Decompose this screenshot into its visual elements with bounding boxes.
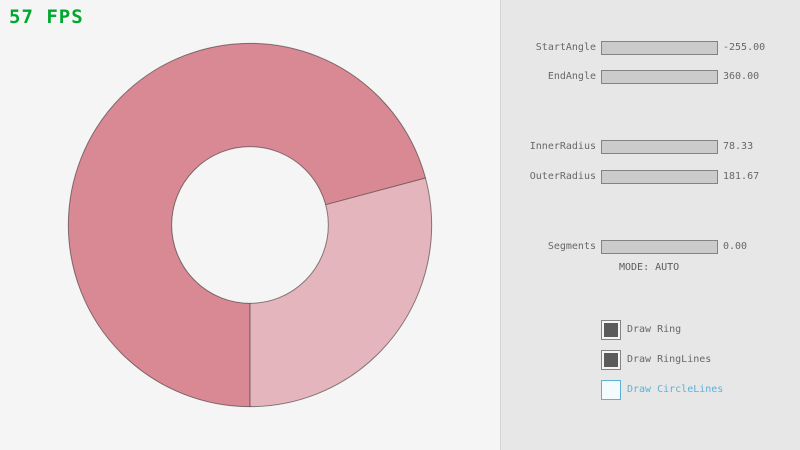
draw-ringlines-checkbox[interactable]	[601, 350, 621, 370]
start-angle-label: StartAngle	[535, 42, 596, 53]
draw-ringlines-label: Draw RingLines	[627, 354, 712, 365]
start-angle-slider-fill	[602, 42, 627, 54]
checkbox-row-draw-ringlines: Draw RingLines	[501, 350, 800, 370]
ring-sector	[68, 43, 426, 407]
inner-radius-label: InnerRadius	[529, 141, 596, 152]
segments-slider[interactable]	[601, 240, 718, 254]
end-angle-label: EndAngle	[547, 71, 596, 82]
slider-row-segments: Segments 0.00	[501, 240, 800, 254]
ring-outline	[171, 146, 329, 304]
ring-drawing	[67, 42, 433, 408]
start-angle-value: -255.00	[723, 42, 766, 53]
slider-row-inner-radius: InnerRadius 78.33	[501, 140, 800, 154]
fps-counter: 57 FPS	[9, 6, 84, 28]
control-panel: StartAngle -255.00 EndAngle 360.00 Inner…	[500, 0, 800, 450]
draw-circlelines-checkbox[interactable]	[601, 380, 621, 400]
segments-mode-text: MODE: AUTO	[619, 262, 680, 273]
end-angle-slider-fill	[602, 71, 706, 83]
inner-radius-slider[interactable]	[601, 140, 718, 154]
segments-label: Segments	[547, 241, 596, 252]
end-angle-slider[interactable]	[601, 70, 718, 84]
ring-outline	[67, 42, 433, 408]
outer-radius-slider[interactable]	[601, 170, 718, 184]
draw-ring-label: Draw Ring	[627, 324, 682, 335]
outer-radius-value: 181.67	[723, 171, 760, 182]
outer-radius-slider-fill	[602, 171, 706, 183]
inner-radius-slider-fill	[602, 141, 692, 153]
segments-value: 0.00	[723, 241, 748, 252]
checkbox-row-draw-circlelines: Draw CircleLines	[501, 380, 800, 400]
slider-row-outer-radius: OuterRadius 181.67	[501, 170, 800, 184]
start-angle-slider[interactable]	[601, 41, 718, 55]
inner-radius-value: 78.33	[723, 141, 754, 152]
draw-circlelines-label: Draw CircleLines	[627, 384, 724, 395]
outer-radius-label: OuterRadius	[529, 171, 596, 182]
end-angle-value: 360.00	[723, 71, 760, 82]
ring-sector	[250, 178, 432, 407]
slider-row-end-angle: EndAngle 360.00	[501, 70, 800, 84]
ring-radial-line	[325, 177, 426, 206]
checkbox-row-draw-ring: Draw Ring	[501, 320, 800, 340]
draw-ring-checkbox[interactable]	[601, 320, 621, 340]
slider-row-start-angle: StartAngle -255.00	[501, 41, 800, 55]
